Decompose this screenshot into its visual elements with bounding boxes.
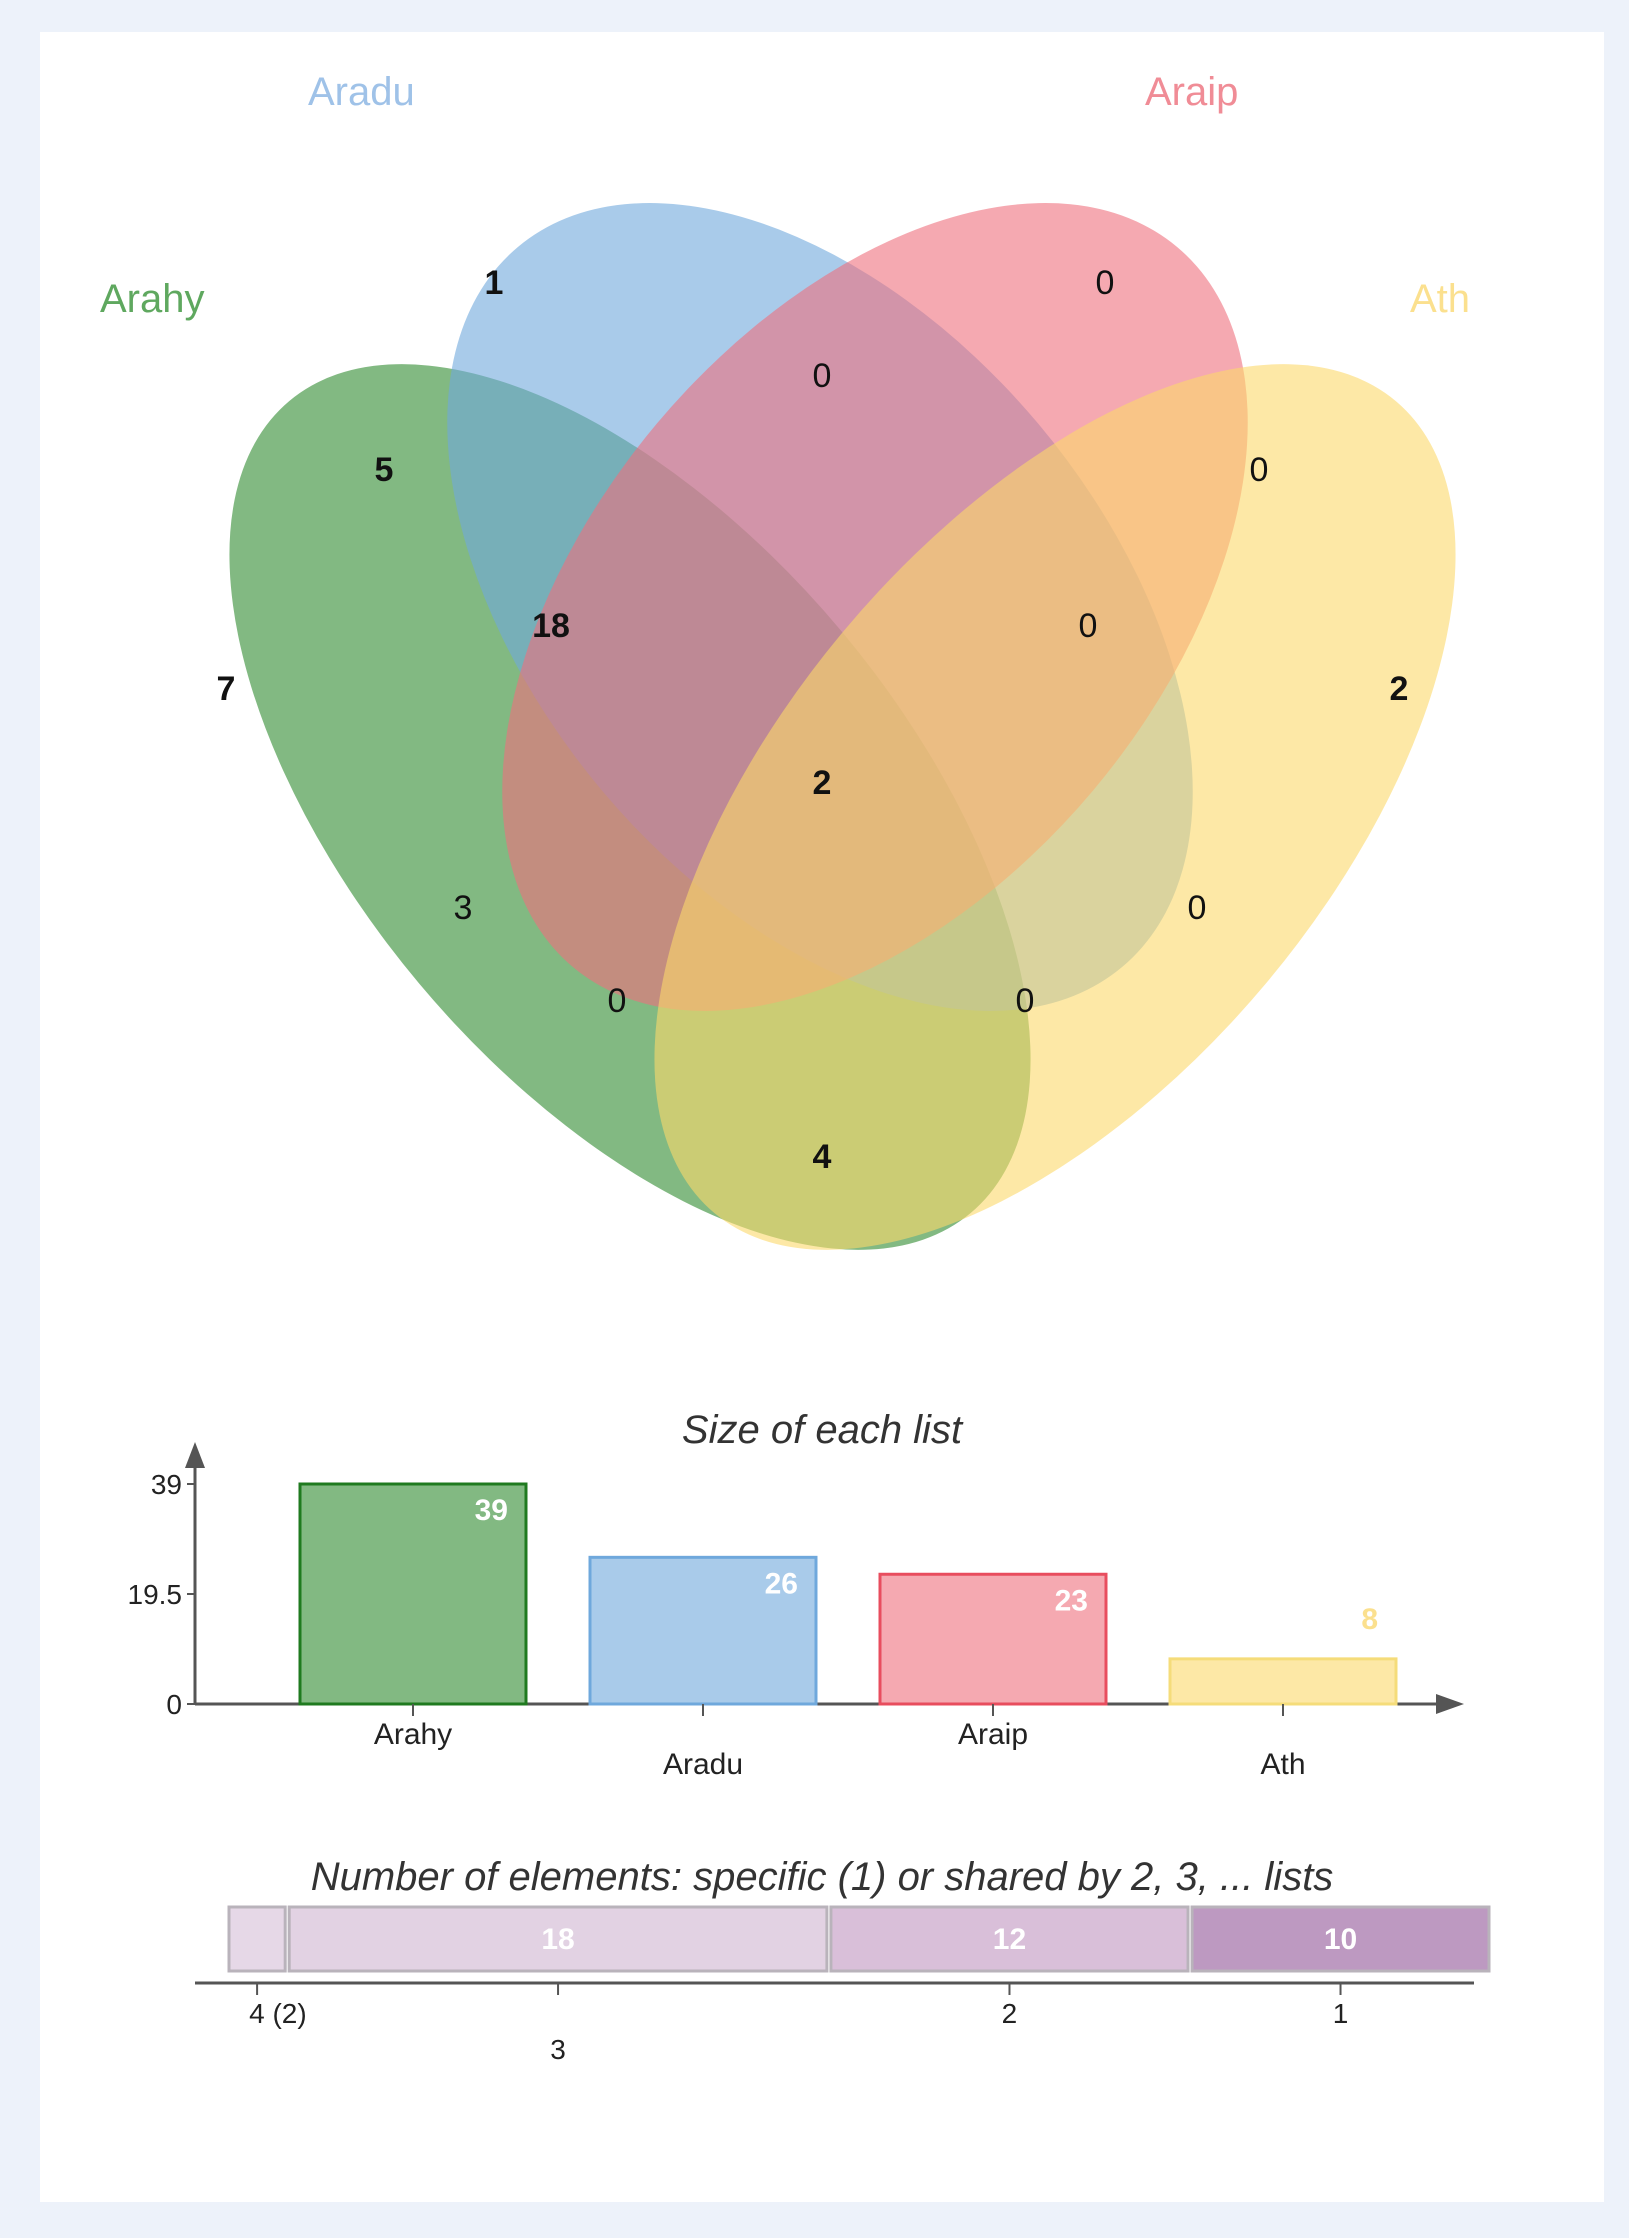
venn-label-araip: Araip [1145,70,1238,114]
region-count-arahy-aradu: 5 [375,451,394,489]
bar-y-tick-label: 0 [166,1689,182,1720]
bar-y-tick-label: 19.5 [128,1579,183,1610]
distribution-category-label: 1 [1333,1998,1349,2029]
distribution-segment [829,1905,1190,1973]
region-count-arahy-aradu-araip: 18 [532,607,570,645]
region-count-aradu-ath: 0 [1188,889,1207,927]
bar-value-label: 39 [475,1494,508,1527]
region-count-arahy-araip: 3 [454,889,473,927]
figure: Arahy Aradu Araip Ath 7 1 0 2 5 0 0 18 0… [100,70,1491,2065]
region-count-araip-only: 0 [1096,264,1115,302]
bar-category-label: Ath [1260,1748,1305,1781]
region-count-aradu-araip: 0 [813,357,832,395]
venn-diagram: Arahy Aradu Araip Ath 7 1 0 2 5 0 0 18 0… [100,70,1470,1250]
venn-set-labels: Arahy Aradu Araip Ath [100,70,1470,321]
region-count-aradu-araip-ath: 0 [1079,607,1098,645]
region-count-arahy-araip-ath: 0 [608,982,627,1020]
region-count-arahy-aradu-ath: 0 [1016,982,1035,1020]
bar-value-label: 8 [1361,1603,1378,1636]
venn-label-ath: Ath [1410,277,1470,321]
distribution-segment-value: 10 [1324,1923,1357,1956]
bar-value-label: 26 [765,1567,798,1600]
distribution-title: Number of elements: specific (1) or shar… [311,1855,1334,1899]
figure-panel: Arahy Aradu Araip Ath 7 1 0 2 5 0 0 18 0… [40,32,1604,2202]
distribution-category-label: 2 [1002,1998,1018,2029]
venn-ellipse-ath [654,364,1456,1250]
bar-y-axis-arrow [185,1442,205,1468]
region-count-all: 2 [813,764,832,802]
bar-ath [1168,1657,1398,1706]
bar-arahy [298,1482,528,1706]
venn-region-counts: 7 1 0 2 5 0 0 18 0 2 3 0 0 0 4 [217,264,1409,1176]
region-count-arahy-only: 7 [217,670,236,708]
distribution-category-label: 3 [550,2034,566,2065]
sharing-distribution: Number of elements: specific (1) or shar… [195,1855,1491,2065]
venn-label-arahy: Arahy [100,277,205,321]
region-count-araip-ath: 0 [1250,451,1269,489]
bar-category-label: Aradu [663,1748,743,1781]
venn-ellipses [229,203,1456,1250]
bar-aradu [588,1555,818,1706]
distribution-segment [1190,1905,1491,1973]
bar-araip [878,1572,1108,1706]
distribution-category-label: 4 (2) [249,1998,307,2029]
bar-y-ticks: 0 19.5 39 [128,1469,195,1720]
distribution-segment [227,1905,287,1973]
distribution-segment-value: 12 [993,1923,1026,1956]
distribution-segments: 4 (2) 18 3 12 2 10 1 [227,1905,1491,2065]
region-count-arahy-ath: 4 [813,1138,832,1176]
bar-value-label: 23 [1055,1584,1088,1617]
bar-marks: 39 Arahy 26 Aradu 23 Araip 8 Ath [298,1482,1398,1781]
list-size-bar-chart: Size of each list 0 19.5 39 39 Arahy 26 Aradu… [128,1408,1464,1781]
bar-category-label: Araip [958,1718,1028,1751]
bar-chart-title: Size of each list [682,1408,964,1452]
bar-category-label: Arahy [374,1718,452,1751]
region-count-aradu-only: 1 [485,264,504,302]
distribution-segment [287,1905,829,1973]
bar-y-tick-label: 39 [151,1469,182,1500]
bar-x-axis-arrow [1436,1694,1464,1714]
distribution-segment-value: 18 [541,1923,574,1956]
venn-label-aradu: Aradu [308,70,415,114]
region-count-ath-only: 2 [1390,670,1409,708]
